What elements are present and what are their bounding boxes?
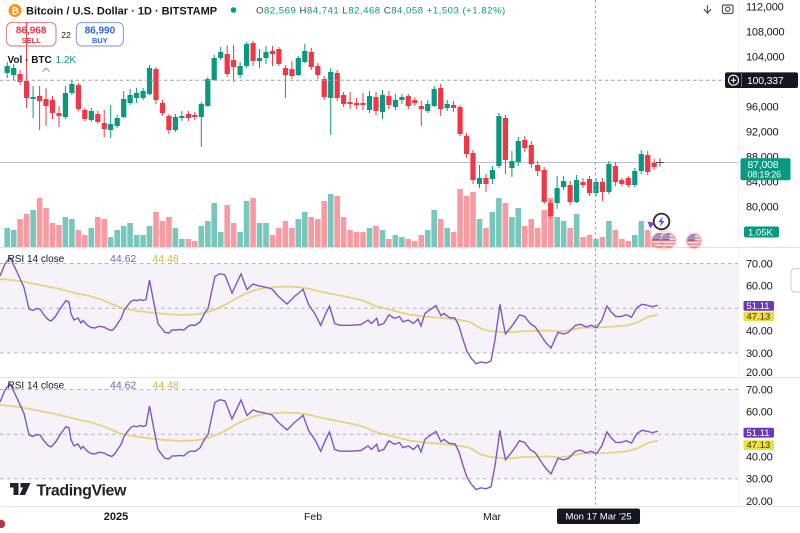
svg-text:40.00: 40.00 [746, 451, 773, 463]
svg-text:86,968: 86,968 [16, 26, 47, 37]
svg-text:SELL: SELL [22, 36, 42, 45]
svg-text:Feb: Feb [304, 511, 322, 523]
svg-text:30.00: 30.00 [746, 474, 773, 486]
svg-text:Mon 17 Mar ’25: Mon 17 Mar ’25 [565, 512, 631, 523]
svg-text:RSI 14 close: RSI 14 close [8, 254, 65, 265]
svg-text:100,337: 100,337 [747, 75, 784, 87]
svg-text:30.00: 30.00 [746, 348, 773, 360]
svg-text:20.00: 20.00 [746, 367, 773, 379]
svg-text:2025: 2025 [104, 511, 128, 523]
svg-text:51.11: 51.11 [747, 301, 770, 312]
svg-text:108,000: 108,000 [746, 27, 784, 39]
svg-text:60.00: 60.00 [746, 407, 773, 419]
svg-text:104,000: 104,000 [746, 52, 784, 64]
svg-text:80,000: 80,000 [746, 202, 779, 214]
svg-text:Bitcoin / U.S. Dollar · 1D · B: Bitcoin / U.S. Dollar · 1D · BITSTAMP [26, 6, 217, 18]
svg-text:TradingView: TradingView [37, 483, 128, 500]
svg-text:44.48: 44.48 [153, 253, 179, 265]
svg-text:112,000: 112,000 [746, 2, 784, 14]
svg-text:87,008: 87,008 [748, 159, 779, 171]
svg-text:86,990: 86,990 [85, 26, 116, 37]
svg-text:96,000: 96,000 [746, 102, 779, 114]
svg-text:40.00: 40.00 [746, 325, 773, 337]
svg-text:44.48: 44.48 [153, 380, 179, 392]
svg-text:₿: ₿ [11, 6, 19, 17]
svg-text:Mar: Mar [483, 511, 502, 523]
svg-text:22: 22 [61, 30, 71, 40]
svg-text:51.11: 51.11 [747, 428, 770, 439]
svg-text:92,000: 92,000 [746, 127, 779, 139]
svg-text:08:19:26: 08:19:26 [748, 170, 782, 180]
svg-text:Vol · BTC: Vol · BTC [8, 55, 52, 66]
svg-text:BUY: BUY [92, 36, 108, 45]
svg-text:44.62: 44.62 [110, 380, 136, 392]
svg-text:70.00: 70.00 [746, 258, 773, 270]
svg-text:60.00: 60.00 [746, 281, 773, 293]
svg-text:47.13: 47.13 [747, 312, 771, 323]
svg-text:1.05K: 1.05K [748, 227, 773, 238]
svg-text:RSI 14 close: RSI 14 close [8, 381, 65, 392]
svg-text:70.00: 70.00 [746, 384, 773, 396]
svg-text:44.62: 44.62 [110, 253, 136, 265]
svg-text:1.2K: 1.2K [56, 55, 77, 66]
svg-text:20.00: 20.00 [746, 496, 773, 508]
svg-text:47.13: 47.13 [747, 440, 771, 451]
svg-text:O82,569 H84,741 L82,468 C84,05: O82,569 H84,741 L82,468 C84,058 +1,503 (… [256, 6, 506, 17]
